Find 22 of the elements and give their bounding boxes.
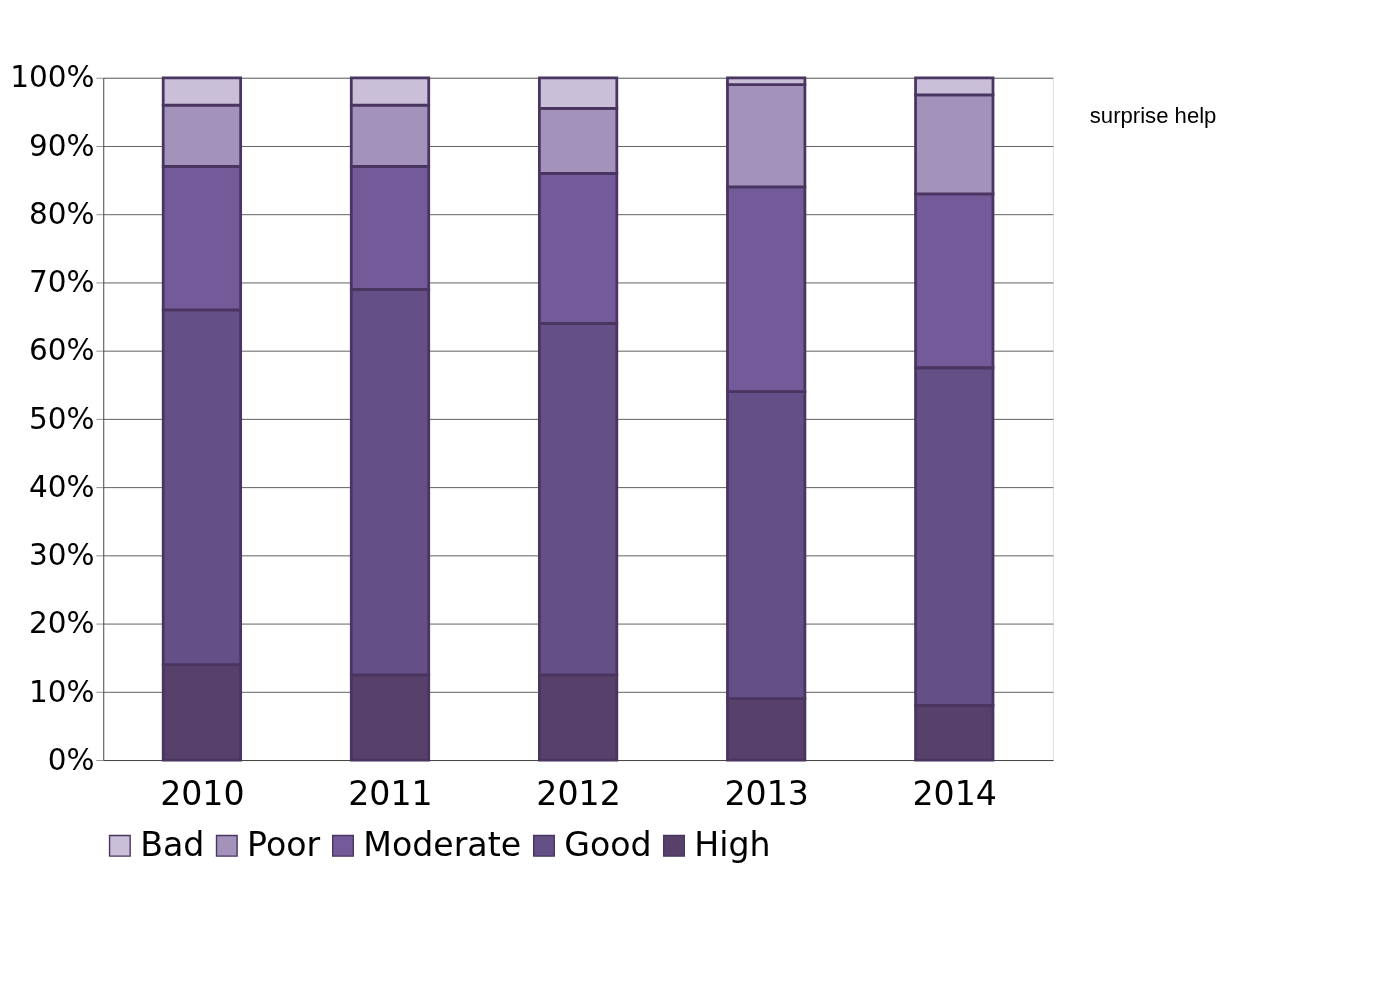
y-tick-label: 40% <box>28 469 95 504</box>
y-tick-label: 100% <box>10 60 95 95</box>
y-tick-label: 50% <box>28 401 95 436</box>
y-tick-label: 60% <box>28 333 95 368</box>
x-tick-label: 2012 <box>536 773 621 813</box>
legend-label: Moderate <box>363 824 522 864</box>
legend-label: Good <box>564 824 652 864</box>
y-tick-label: 70% <box>28 265 95 300</box>
y-tick-label: 30% <box>28 538 95 573</box>
x-tick-label: 2014 <box>912 773 997 813</box>
y-tick-label: 0% <box>47 742 95 777</box>
y-tick-label: 90% <box>28 128 95 163</box>
legend-label: High <box>694 824 771 864</box>
y-tick-label: 20% <box>28 606 95 641</box>
x-tick-label: 2011 <box>348 773 433 813</box>
legend-label: Bad <box>140 824 205 864</box>
legend-label: Poor <box>247 824 321 864</box>
y-tick-label: 80% <box>28 196 95 231</box>
x-tick-label: 2013 <box>724 773 809 813</box>
text: surprise help <box>1089 102 1217 128</box>
y-tick-label: 10% <box>28 674 95 709</box>
x-tick-label: 2010 <box>160 773 245 813</box>
